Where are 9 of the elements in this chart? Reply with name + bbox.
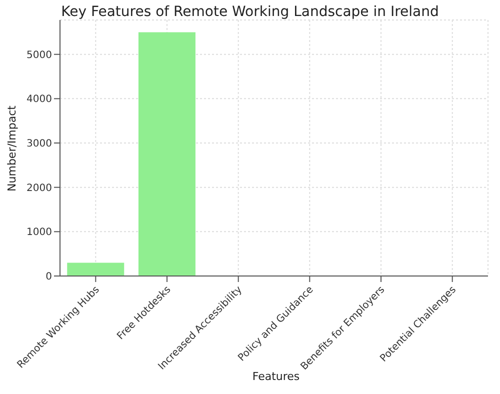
y-tick-label: 5000 (26, 50, 52, 61)
y-tick-label: 2000 (26, 182, 52, 194)
y-axis-title: Number/Impact (6, 104, 18, 194)
y-tick-label: 3000 (26, 138, 52, 150)
y-tick-label: 0 (46, 272, 52, 283)
chart-title: Key Features of Remote Working Landscape in Ireland (60, 4, 440, 20)
x-axis-title: Features (252, 370, 300, 383)
y-tick-label: 1000 (26, 227, 52, 238)
y-tick-label: 4000 (26, 94, 52, 106)
